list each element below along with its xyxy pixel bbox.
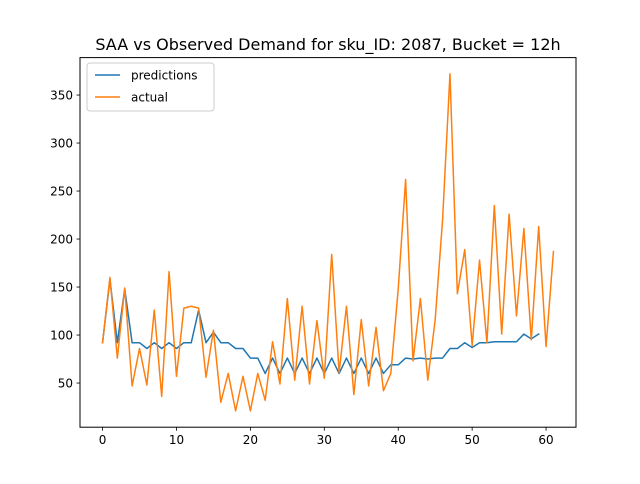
x-tick-label: 0	[99, 433, 107, 447]
chart-title: SAA vs Observed Demand for sku_ID: 2087,…	[95, 35, 560, 55]
legend-label-predictions: predictions	[131, 69, 197, 83]
x-tick-label: 20	[243, 433, 258, 447]
x-tick-label: 50	[465, 433, 480, 447]
y-tick-label: 300	[50, 137, 73, 151]
y-tick-label: 350	[50, 89, 73, 103]
y-tick-label: 100	[50, 329, 73, 343]
plot-frame	[79, 57, 577, 428]
series-line-actual	[101, 73, 555, 412]
series-lines	[101, 73, 555, 412]
legend: predictions actual	[86, 62, 215, 112]
x-tick-label: 10	[169, 433, 184, 447]
series-line-predictions	[101, 278, 540, 375]
y-tick-label: 250	[50, 185, 73, 199]
axis-ticks: 0 10 20 30 40 50 60 50 100 150 200 250 300 350	[50, 89, 554, 448]
y-tick-label: 50	[58, 377, 73, 391]
x-tick-label: 40	[391, 433, 406, 447]
legend-label-actual: actual	[131, 91, 168, 105]
x-tick-label: 60	[538, 433, 553, 447]
y-tick-label: 150	[50, 281, 73, 295]
y-tick-label: 200	[50, 233, 73, 247]
x-tick-label: 30	[317, 433, 332, 447]
